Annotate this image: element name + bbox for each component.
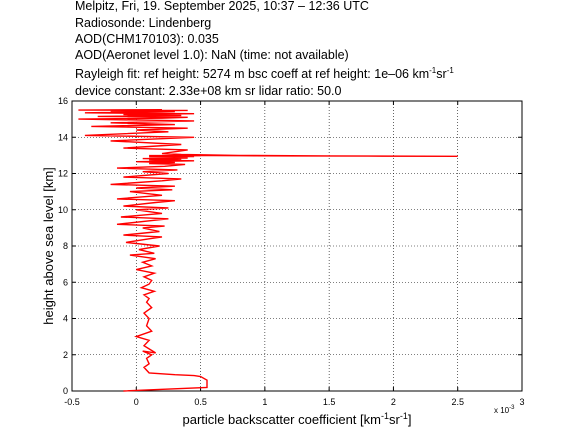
y-tick-label: 16 [58, 96, 68, 106]
y-tick-label: 12 [58, 169, 68, 179]
header-location-time: Melpitz, Fri, 19. September 2025, 10:37 … [75, 0, 369, 13]
y-tick-label: 2 [63, 350, 68, 360]
header-radiosonde: Radiosonde: Lindenberg [75, 16, 212, 30]
x-axis-label: particle backscatter coefficient [km-1sr… [183, 411, 412, 427]
header-device-constant: device constant: 2.33e+08 km sr lidar ra… [75, 84, 342, 98]
x-tick-label: 3 [519, 397, 524, 407]
x-exponent-label: x 10-3 [494, 405, 515, 415]
x-tick-label: 2 [391, 397, 396, 407]
axis-ticks [71, 100, 523, 392]
y-tick-label: 6 [63, 277, 68, 287]
x-tick-label: 1.5 [323, 397, 336, 407]
y-tick-label: 0 [63, 386, 68, 396]
grid-lines [72, 101, 522, 391]
y-tick-label: 10 [58, 205, 68, 215]
header-rayleigh-fit: Rayleigh fit: ref height: 5274 m bsc coe… [75, 66, 454, 82]
y-tick-labels: 0 2 4 6 8 10 12 14 16 [58, 96, 68, 396]
y-tick-label: 8 [63, 241, 68, 251]
x-tick-labels: -0.5 0 0.5 1 1.5 2 2.5 3 [64, 397, 524, 407]
backscatter-series-line [78, 109, 458, 392]
header-aod-aeronet: AOD(Aeronet level 1.0): NaN (time: not a… [75, 48, 349, 62]
x-tick-label: 1 [262, 397, 267, 407]
y-axis-label: height above sea level [km] [41, 167, 56, 325]
x-tick-label: -0.5 [64, 397, 80, 407]
chart-header: Melpitz, Fri, 19. September 2025, 10:37 … [0, 0, 576, 100]
y-tick-label: 4 [63, 314, 68, 324]
y-tick-label: 14 [58, 132, 68, 142]
x-tick-label: 2.5 [451, 397, 464, 407]
x-tick-label: 0 [134, 397, 139, 407]
header-aod-chm: AOD(CHM170103): 0.035 [75, 32, 219, 46]
x-tick-label: 0.5 [194, 397, 207, 407]
